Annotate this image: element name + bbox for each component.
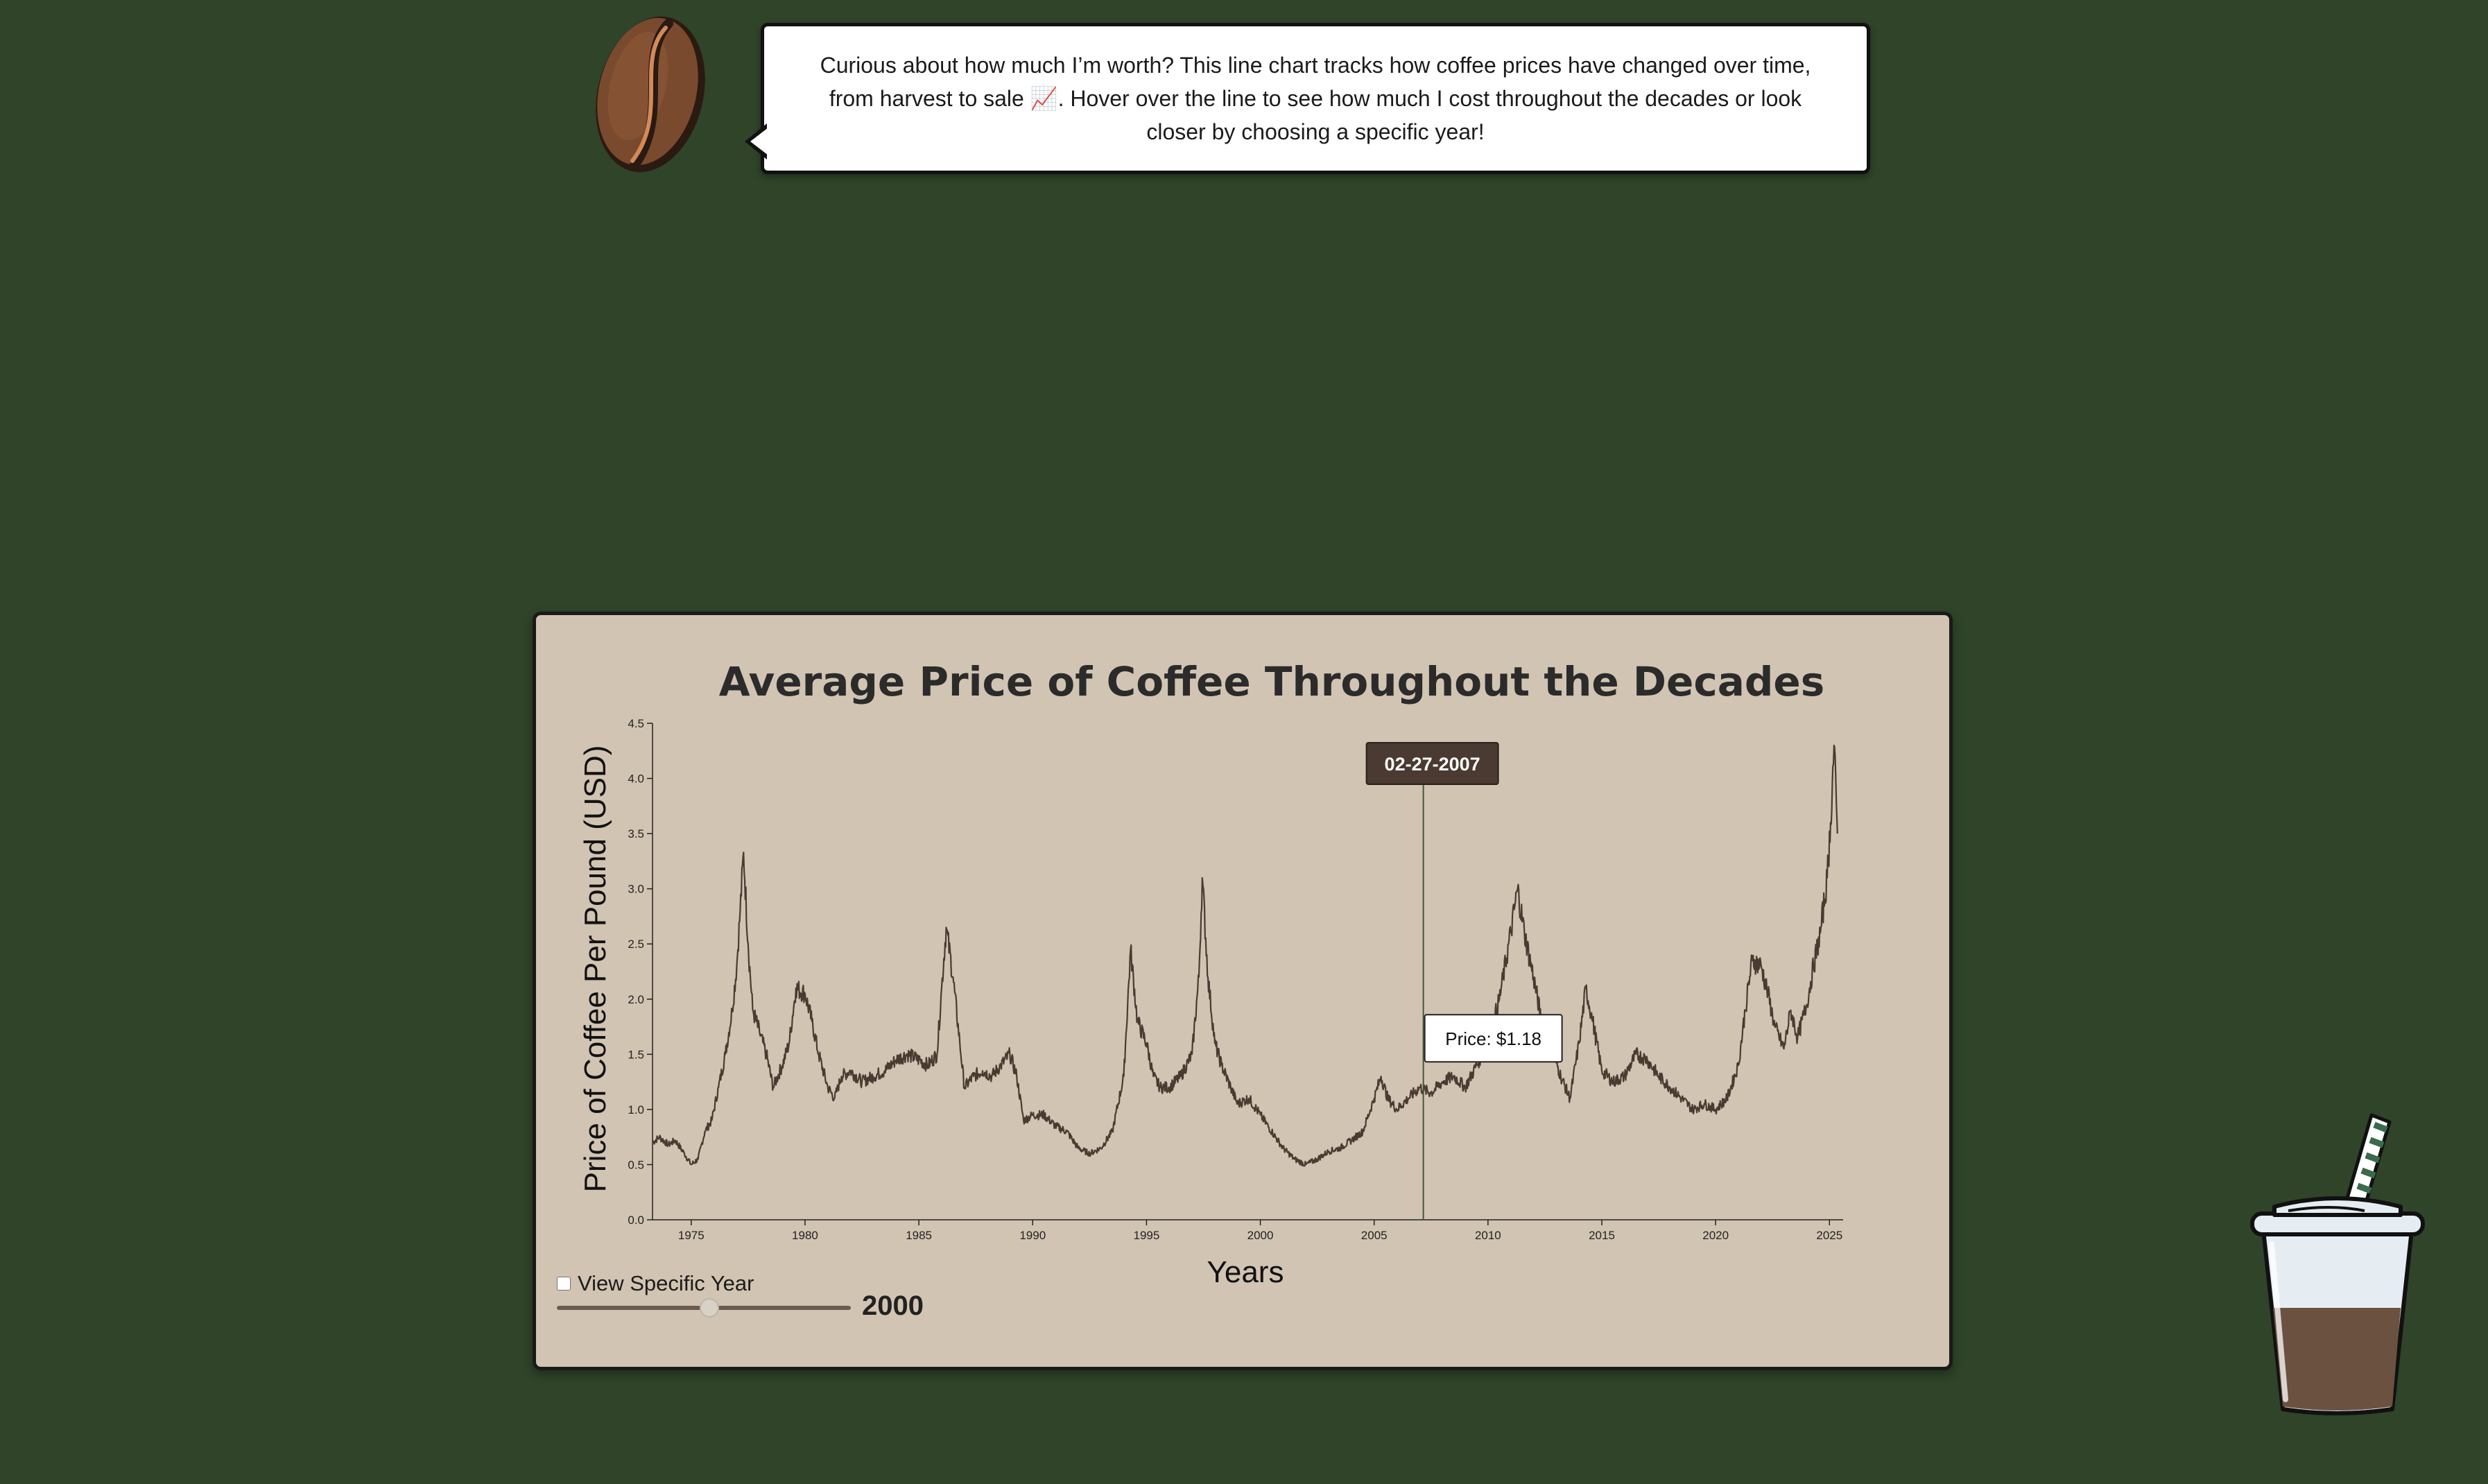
y-axis: 0.0 0.5 1.0 1.5 2.0 2.5 3.0 3.5 4.0 4.5 bbox=[628, 717, 653, 1227]
y-tick-label: 2.5 bbox=[628, 938, 644, 951]
x-tick-label: 2005 bbox=[1361, 1229, 1388, 1242]
view-specific-year-checkbox[interactable] bbox=[557, 1277, 571, 1291]
x-tick-label: 1995 bbox=[1133, 1229, 1159, 1242]
chart-title: Average Price of Coffee Throughout the D… bbox=[719, 658, 1825, 705]
year-controls: View Specific Year 2000 bbox=[557, 1267, 973, 1350]
y-tick-label: 4.0 bbox=[628, 773, 644, 786]
y-tick-label: 2.0 bbox=[628, 993, 644, 1006]
x-tick-label: 1975 bbox=[678, 1229, 705, 1242]
y-tick-label: 4.5 bbox=[628, 717, 644, 730]
y-tick-label: 0.5 bbox=[628, 1158, 644, 1171]
speech-bubble: Curious about how much I’m worth? This l… bbox=[745, 23, 1870, 174]
x-tick-label: 2025 bbox=[1816, 1229, 1842, 1242]
x-tick-label: 1985 bbox=[906, 1229, 932, 1242]
y-tick-label: 1.0 bbox=[628, 1103, 644, 1116]
price-line-chart[interactable]: Average Price of Coffee Throughout the D… bbox=[536, 615, 1949, 1367]
y-tick-label: 3.5 bbox=[628, 827, 644, 840]
price-series-line[interactable] bbox=[652, 744, 1838, 1167]
x-tick-label: 2010 bbox=[1475, 1229, 1501, 1242]
price-tooltip: Price: $1.18 bbox=[1424, 1014, 1563, 1063]
intro-text: Curious about how much I’m worth? This l… bbox=[820, 53, 1811, 144]
y-axis-label: Price of Coffee Per Pound (USD) bbox=[578, 745, 612, 1193]
x-tick-label: 2020 bbox=[1702, 1229, 1729, 1242]
x-tick-label: 1980 bbox=[792, 1229, 818, 1242]
y-tick-label: 0.0 bbox=[628, 1214, 644, 1227]
x-tick-label: 1990 bbox=[1019, 1229, 1046, 1242]
x-tick-label: 2000 bbox=[1247, 1229, 1274, 1242]
y-tick-label: 3.0 bbox=[628, 883, 644, 896]
tooltip-date-text: 02-27-2007 bbox=[1385, 754, 1480, 775]
iced-coffee-cup-icon bbox=[2250, 1113, 2425, 1415]
x-tick-label: 2015 bbox=[1589, 1229, 1615, 1242]
year-slider-value: 2000 bbox=[862, 1291, 924, 1321]
coffee-bean-icon bbox=[596, 16, 705, 173]
tooltip-price-text: Price: $1.18 bbox=[1445, 1028, 1541, 1049]
x-axis: 1975 1980 1985 1990 1995 2000 2005 2010 2015 2020… bbox=[653, 1219, 1843, 1242]
x-axis-label: Years bbox=[1207, 1255, 1284, 1289]
y-tick-label: 1.5 bbox=[628, 1048, 644, 1061]
year-slider-thumb[interactable] bbox=[700, 1298, 720, 1318]
date-tooltip: 02-27-2007 bbox=[1365, 742, 1499, 785]
chart-card: Average Price of Coffee Throughout the D… bbox=[533, 612, 1953, 1370]
speech-bubble-tail bbox=[745, 123, 768, 159]
view-specific-year-label: View Specific Year bbox=[578, 1271, 754, 1295]
